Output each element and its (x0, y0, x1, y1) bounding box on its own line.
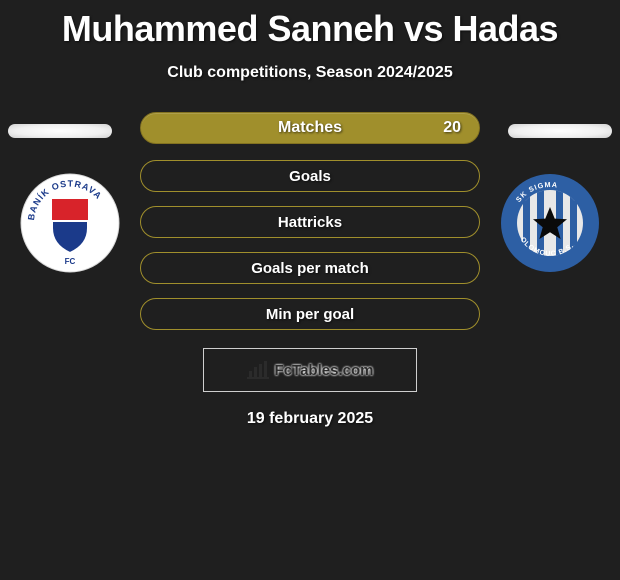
page-subtitle: Club competitions, Season 2024/2025 (0, 64, 620, 82)
bar-chart-icon (247, 361, 269, 379)
stat-bar-goals-per-match: Goals per match (140, 252, 480, 284)
stat-label: Min per goal (266, 306, 354, 323)
stat-value-right: 20 (443, 119, 461, 137)
stat-bar-hattricks: Hattricks (140, 206, 480, 238)
stat-bar-min-per-goal: Min per goal (140, 298, 480, 330)
sigma-olomouc-crest-icon: SK SIGMA OLOMOUC B.S. (500, 173, 600, 273)
left-player-pill (8, 124, 112, 138)
banik-ostrava-crest-icon: BANÍK OSTRAVA FC (20, 173, 120, 273)
stat-bar-goals: Goals (140, 160, 480, 192)
right-player-pill (508, 124, 612, 138)
watermark-text: FcTables.com (275, 362, 374, 379)
stat-label: Matches (278, 119, 342, 137)
stat-bar-matches: Matches 20 (140, 112, 480, 144)
header-row: Matches 20 (0, 110, 620, 152)
club-badge-sigma-olomouc: SK SIGMA OLOMOUC B.S. (500, 173, 600, 273)
date-text: 19 february 2025 (0, 410, 620, 428)
club-badge-banik-ostrava: BANÍK OSTRAVA FC (20, 173, 120, 273)
svg-text:FC: FC (65, 257, 76, 266)
stat-label: Hattricks (278, 214, 342, 231)
watermark-box: FcTables.com (203, 348, 417, 392)
stat-label: Goals per match (251, 260, 369, 277)
page-title: Muhammed Sanneh vs Hadas (0, 0, 620, 50)
stat-label: Goals (289, 168, 331, 185)
